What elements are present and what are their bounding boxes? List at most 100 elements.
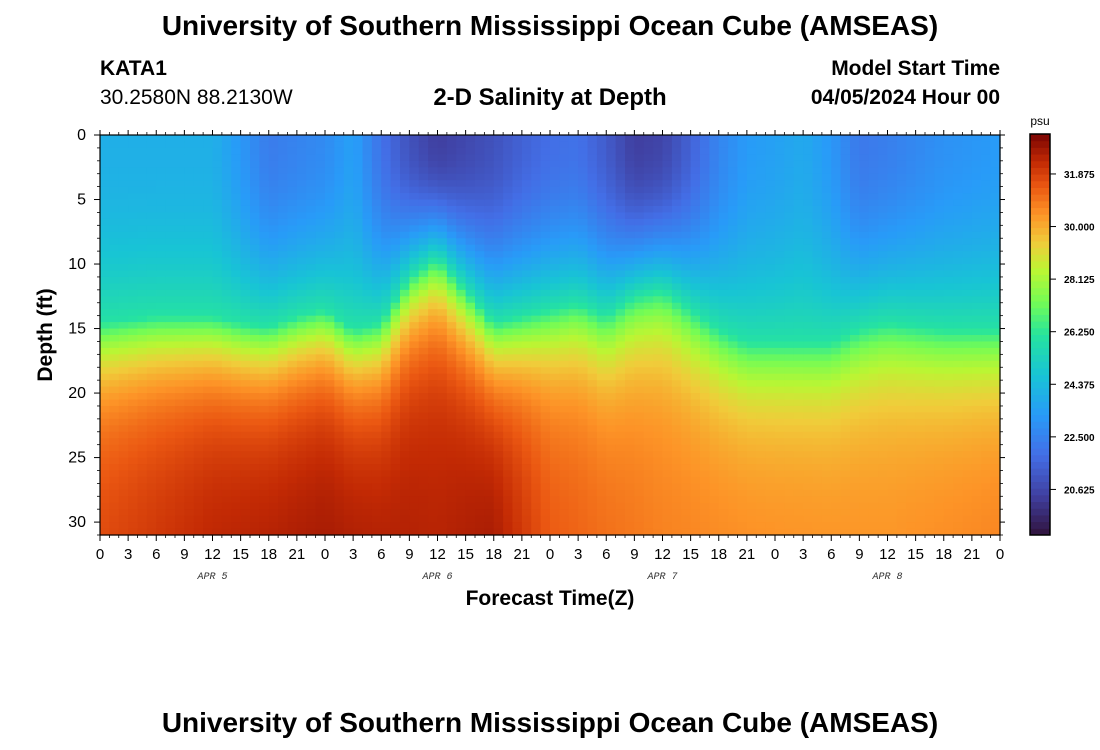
heatmap-cell xyxy=(100,451,110,459)
heatmap-cell xyxy=(634,509,645,517)
heatmap-cell xyxy=(437,154,448,162)
heatmap-cell xyxy=(193,322,204,330)
heatmap-cell xyxy=(484,135,495,143)
heatmap-cell xyxy=(671,257,682,265)
heatmap-cell xyxy=(634,412,645,420)
heatmap-cell xyxy=(475,193,485,201)
heatmap-cell xyxy=(371,141,382,149)
heatmap-cell xyxy=(718,283,729,291)
heatmap-cell xyxy=(362,528,373,536)
heatmap-cell xyxy=(325,444,335,452)
heatmap-cell xyxy=(268,425,279,433)
heatmap-cell xyxy=(437,205,448,214)
heatmap-cell xyxy=(671,509,682,517)
heatmap-cell xyxy=(343,418,354,426)
heatmap-cell xyxy=(203,212,214,220)
heatmap-cell xyxy=(418,173,429,181)
heatmap-cell xyxy=(625,160,635,168)
heatmap-cell xyxy=(793,193,804,201)
heatmap-cell xyxy=(690,399,701,407)
heatmap-cell xyxy=(540,264,551,272)
heatmap-cell xyxy=(296,476,307,484)
heatmap-cell xyxy=(203,470,214,478)
heatmap-cell xyxy=(175,335,185,343)
heatmap-cell xyxy=(831,193,842,201)
heatmap-cell xyxy=(353,154,364,162)
heatmap-cell xyxy=(156,193,167,201)
heatmap-cell xyxy=(353,180,364,188)
heatmap-cell xyxy=(606,347,617,355)
heatmap-cell xyxy=(231,431,242,439)
heatmap-cell xyxy=(728,231,739,239)
heatmap-cell xyxy=(540,225,551,233)
heatmap-cell xyxy=(475,386,485,394)
heatmap-cell xyxy=(259,515,270,523)
heatmap-cell xyxy=(681,444,692,452)
heatmap-cell xyxy=(175,483,185,491)
heatmap-cell xyxy=(146,251,157,259)
heatmap-cell xyxy=(831,160,842,168)
heatmap-cell xyxy=(390,347,401,355)
heatmap-cell xyxy=(165,393,176,401)
heatmap-cell xyxy=(221,167,232,175)
heatmap-cell xyxy=(728,354,739,362)
heatmap-cell xyxy=(175,509,185,517)
heatmap-cell xyxy=(137,309,148,317)
heatmap-cell xyxy=(821,399,832,407)
heatmap-cell xyxy=(737,528,748,536)
heatmap-cell xyxy=(615,264,626,272)
heatmap-cell xyxy=(550,522,560,530)
heatmap-cell xyxy=(765,354,776,362)
heatmap-cell xyxy=(662,354,673,362)
heatmap-cell xyxy=(371,425,382,433)
heatmap-cell xyxy=(568,218,579,226)
heatmap-cell xyxy=(821,302,832,310)
heatmap-cell xyxy=(812,367,823,375)
heatmap-cell xyxy=(203,167,214,175)
heatmap-cell xyxy=(306,380,317,388)
heatmap-cell xyxy=(587,296,598,304)
heatmap-cell xyxy=(278,309,289,317)
heatmap-cell xyxy=(634,386,645,394)
heatmap-cell xyxy=(531,193,542,201)
heatmap-cell xyxy=(700,399,710,407)
heatmap-cell xyxy=(503,244,514,252)
heatmap-cell xyxy=(503,470,514,478)
heatmap-cell xyxy=(765,244,776,252)
heatmap-cell xyxy=(756,418,767,426)
heatmap-cell xyxy=(212,302,223,310)
heatmap-cell xyxy=(596,283,607,291)
heatmap-cell xyxy=(578,173,589,181)
heatmap-cell xyxy=(100,386,110,394)
heatmap-cell xyxy=(475,393,485,401)
heatmap-cell xyxy=(109,180,120,188)
heatmap-cell xyxy=(728,141,739,149)
heatmap-cell xyxy=(343,167,354,175)
heatmap-cell xyxy=(775,289,785,297)
heatmap-cell xyxy=(278,470,289,478)
heatmap-cell xyxy=(540,302,551,310)
heatmap-cell xyxy=(296,380,307,388)
heatmap-cell xyxy=(587,205,598,214)
heatmap-cell xyxy=(475,367,485,375)
heatmap-cell xyxy=(409,212,420,220)
heatmap-cell xyxy=(250,322,260,330)
heatmap-cell xyxy=(390,160,401,168)
heatmap-cell xyxy=(184,489,195,497)
heatmap-cell xyxy=(587,476,598,484)
heatmap-cell xyxy=(315,135,326,143)
heatmap-cell xyxy=(606,502,617,510)
heatmap-cell xyxy=(662,154,673,162)
heatmap-cell xyxy=(334,360,345,368)
heatmap-cell xyxy=(428,438,439,446)
heatmap-cell xyxy=(240,476,251,484)
heatmap-cell xyxy=(428,289,439,297)
heatmap-cell xyxy=(587,399,598,407)
heatmap-cell xyxy=(306,464,317,472)
heatmap-cell xyxy=(118,218,129,226)
heatmap-cell xyxy=(315,205,326,214)
heatmap-cell xyxy=(662,302,673,310)
heatmap-cell xyxy=(784,154,795,162)
heatmap-cell xyxy=(418,418,429,426)
heatmap-cell xyxy=(315,257,326,265)
